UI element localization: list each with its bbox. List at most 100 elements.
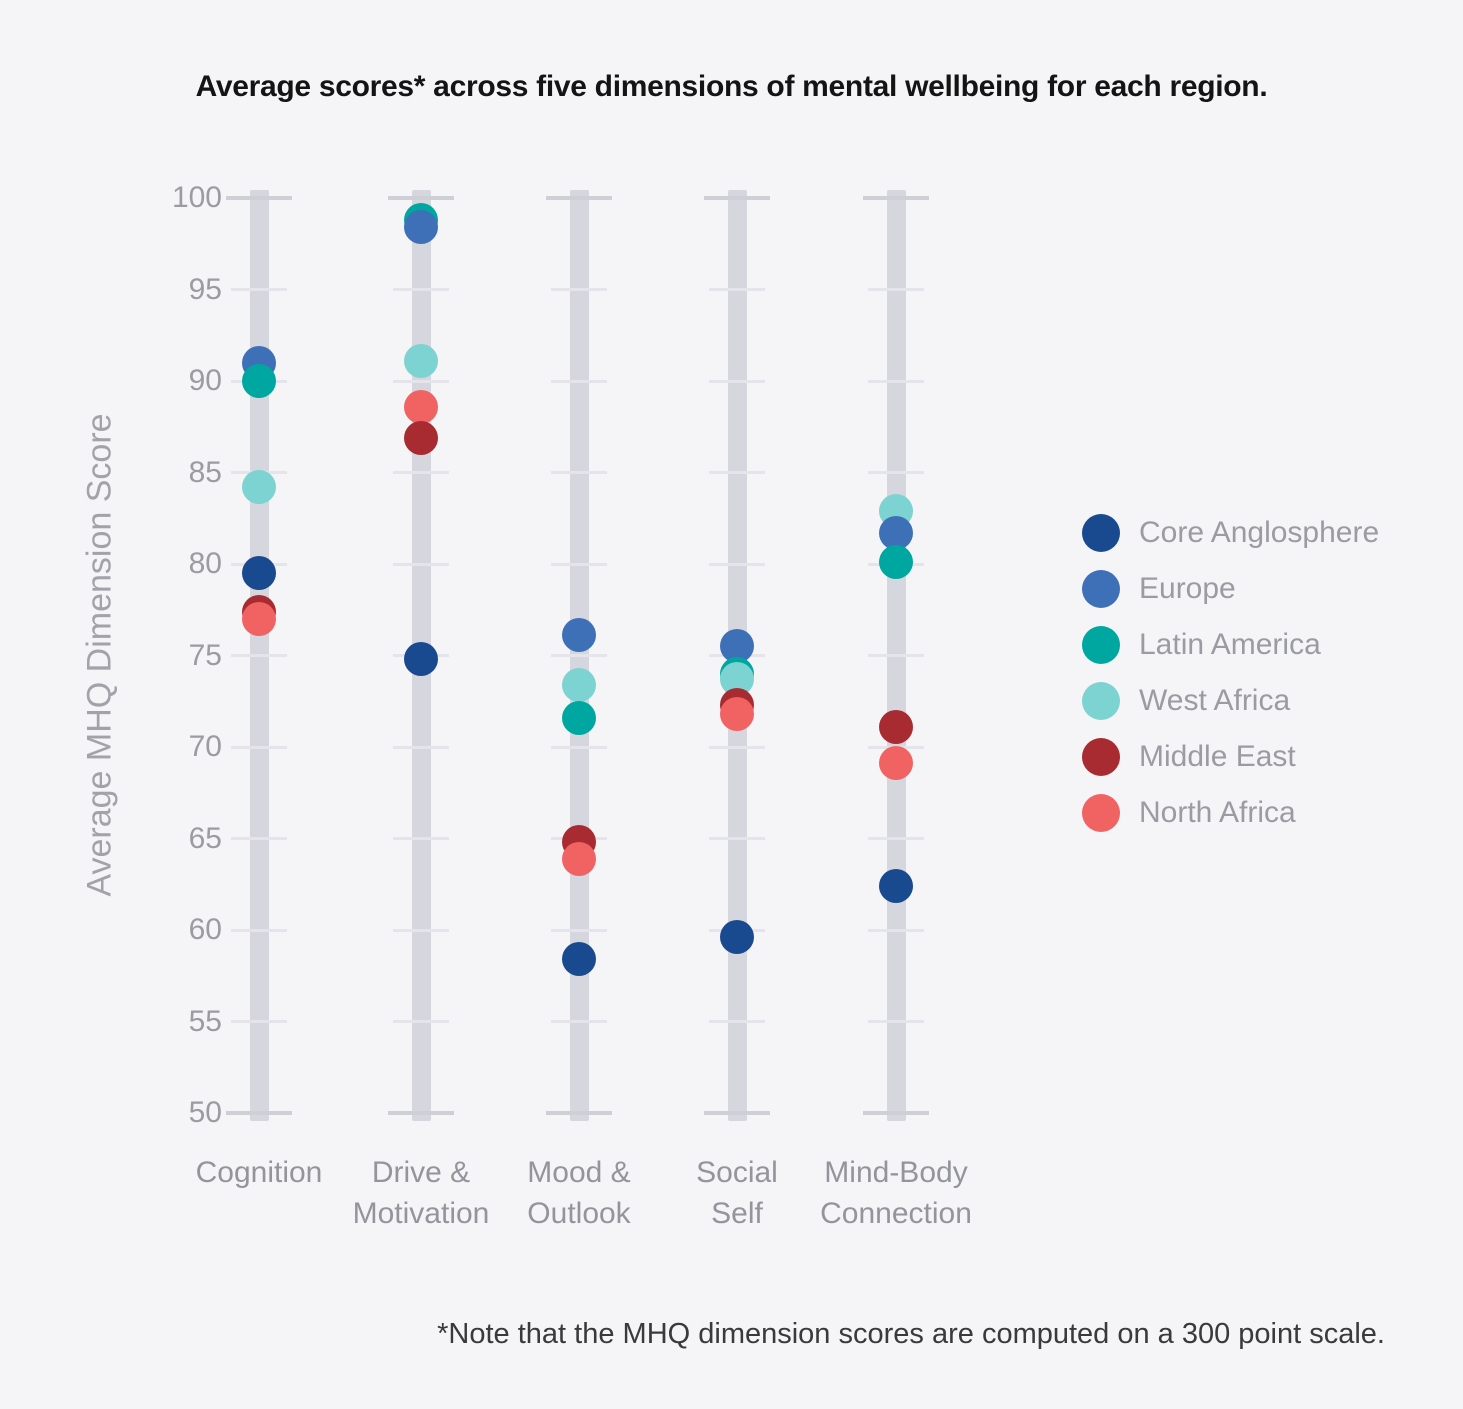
dot-europe-mind-body-connection[interactable] — [879, 515, 913, 550]
dot-latin-america-mind-body-connection[interactable] — [879, 545, 913, 580]
x-axis-label-drive-motivation: Drive & — [371, 1156, 471, 1189]
dot-core-anglosphere-social-self[interactable] — [720, 920, 754, 955]
legend-swatch-west-africa-icon — [1082, 682, 1120, 720]
legend-swatch-europe-icon — [1082, 570, 1120, 608]
tick-drive-motivation-85 — [393, 471, 449, 474]
y-tick-label-55: 55 — [188, 1004, 222, 1038]
x-axis-label-mood-outlook: Mood & — [527, 1156, 631, 1189]
tick-mood-outlook-90 — [551, 379, 607, 383]
tick-mood-outlook-60 — [551, 928, 607, 932]
tick-mood-outlook-100 — [546, 196, 612, 200]
tick-mind-body-connection-75 — [868, 654, 924, 657]
tick-social-self-80 — [709, 562, 765, 566]
dot-west-africa-drive-motivation[interactable] — [404, 343, 438, 378]
tick-mind-body-connection-60 — [868, 928, 924, 932]
tick-mood-outlook-55 — [551, 1020, 607, 1023]
dot-latin-america-cognition[interactable] — [242, 364, 276, 398]
tick-mood-outlook-95 — [551, 288, 607, 291]
legend-label-north-africa: North Africa — [1139, 796, 1296, 829]
dot-middle-east-mind-body-connection[interactable] — [879, 709, 913, 744]
tick-mind-body-connection-65 — [868, 837, 924, 840]
tick-drive-motivation-50 — [388, 1111, 454, 1115]
tick-mood-outlook-70 — [551, 745, 607, 749]
legend-swatch-north-africa-icon — [1082, 794, 1120, 832]
dot-middle-east-drive-motivation[interactable] — [404, 420, 438, 455]
tick-social-self-90 — [709, 379, 765, 383]
dot-north-africa-mind-body-connection[interactable] — [879, 746, 913, 781]
y-tick-label-50: 50 — [188, 1096, 222, 1129]
tick-cognition-70 — [231, 745, 287, 749]
legend-label-core-anglosphere: Core Anglosphere — [1139, 516, 1380, 549]
chart-legend: Core Anglosphere Europe Latin America West … — [1082, 505, 1379, 841]
legend-label-middle-east: Middle East — [1139, 740, 1296, 773]
legend-label-west-africa: West Africa — [1139, 684, 1291, 717]
dot-latin-america-mood-outlook[interactable] — [562, 700, 596, 735]
y-tick-label-70: 70 — [188, 730, 222, 763]
tick-mood-outlook-85 — [551, 471, 607, 474]
tick-cognition-50 — [226, 1111, 292, 1115]
legend-item-north-africa[interactable]: North Africa — [1082, 785, 1379, 841]
legend-item-west-africa[interactable]: West Africa — [1082, 673, 1379, 729]
tick-mood-outlook-80 — [551, 562, 607, 566]
y-tick-label-95: 95 — [188, 272, 222, 306]
tick-social-self-95 — [709, 288, 765, 291]
dot-core-anglosphere-drive-motivation[interactable] — [404, 642, 438, 677]
dot-core-anglosphere-mood-outlook[interactable] — [562, 942, 596, 977]
dot-west-africa-cognition[interactable] — [242, 470, 276, 505]
tick-mind-body-connection-55 — [868, 1020, 924, 1023]
tick-cognition-75 — [231, 654, 287, 657]
tick-social-self-50 — [704, 1111, 770, 1115]
tick-drive-motivation-100 — [388, 196, 454, 200]
y-tick-label-85: 85 — [188, 455, 222, 489]
y-tick-label-60: 60 — [188, 913, 222, 946]
y-tick-label-75: 75 — [188, 638, 222, 672]
x-axis-label-mind-body-connection: Connection — [820, 1197, 972, 1230]
chart-footnote: *Note that the MHQ dimension scores are … — [437, 1318, 1385, 1350]
dot-north-africa-social-self[interactable] — [720, 697, 754, 732]
tick-social-self-55 — [709, 1020, 765, 1023]
tick-mind-body-connection-85 — [868, 471, 924, 474]
legend-item-core-anglosphere[interactable]: Core Anglosphere — [1082, 505, 1379, 561]
tick-social-self-70 — [709, 745, 765, 749]
dot-core-anglosphere-mind-body-connection[interactable] — [879, 869, 913, 904]
tick-drive-motivation-60 — [393, 928, 449, 932]
tick-social-self-65 — [709, 837, 765, 840]
y-tick-label-80: 80 — [188, 547, 222, 580]
tick-drive-motivation-90 — [393, 379, 449, 383]
tick-drive-motivation-55 — [393, 1020, 449, 1023]
legend-swatch-middle-east-icon — [1082, 738, 1120, 776]
dot-north-africa-drive-motivation[interactable] — [404, 389, 438, 424]
y-tick-label-65: 65 — [188, 821, 222, 855]
dot-north-africa-cognition[interactable] — [242, 601, 276, 636]
tick-drive-motivation-80 — [393, 562, 449, 566]
tick-cognition-100 — [226, 196, 292, 200]
legend-item-middle-east[interactable]: Middle East — [1082, 729, 1379, 785]
x-axis-label-social-self: Self — [711, 1197, 763, 1230]
legend-item-latin-america[interactable]: Latin America — [1082, 617, 1379, 673]
tick-social-self-100 — [704, 196, 770, 200]
legend-swatch-core-anglosphere-icon — [1082, 514, 1120, 552]
tick-cognition-55 — [231, 1020, 287, 1023]
tick-cognition-95 — [231, 288, 287, 291]
dot-north-africa-mood-outlook[interactable] — [562, 841, 596, 876]
tick-mind-body-connection-100 — [863, 196, 929, 200]
x-axis-label-cognition: Cognition — [195, 1156, 323, 1189]
tick-drive-motivation-95 — [393, 288, 449, 291]
tick-drive-motivation-70 — [393, 745, 449, 749]
tick-mind-body-connection-90 — [868, 379, 924, 383]
legend-label-europe: Europe — [1139, 572, 1236, 605]
dot-europe-mood-outlook[interactable] — [562, 618, 596, 653]
x-axis-label-drive-motivation: Motivation — [352, 1197, 490, 1230]
y-tick-label-90: 90 — [188, 364, 222, 397]
legend-label-latin-america: Latin America — [1139, 628, 1321, 661]
dot-west-africa-mood-outlook[interactable] — [562, 667, 596, 702]
x-axis-label-social-self: Social — [696, 1156, 778, 1189]
tick-mood-outlook-75 — [551, 654, 607, 657]
y-axis-title: Average MHQ Dimension Score — [80, 413, 119, 897]
legend-item-europe[interactable]: Europe — [1082, 561, 1379, 617]
dot-europe-drive-motivation[interactable] — [404, 210, 438, 245]
dot-core-anglosphere-cognition[interactable] — [242, 556, 276, 591]
tick-cognition-60 — [231, 928, 287, 932]
y-tick-label-100: 100 — [171, 181, 222, 214]
